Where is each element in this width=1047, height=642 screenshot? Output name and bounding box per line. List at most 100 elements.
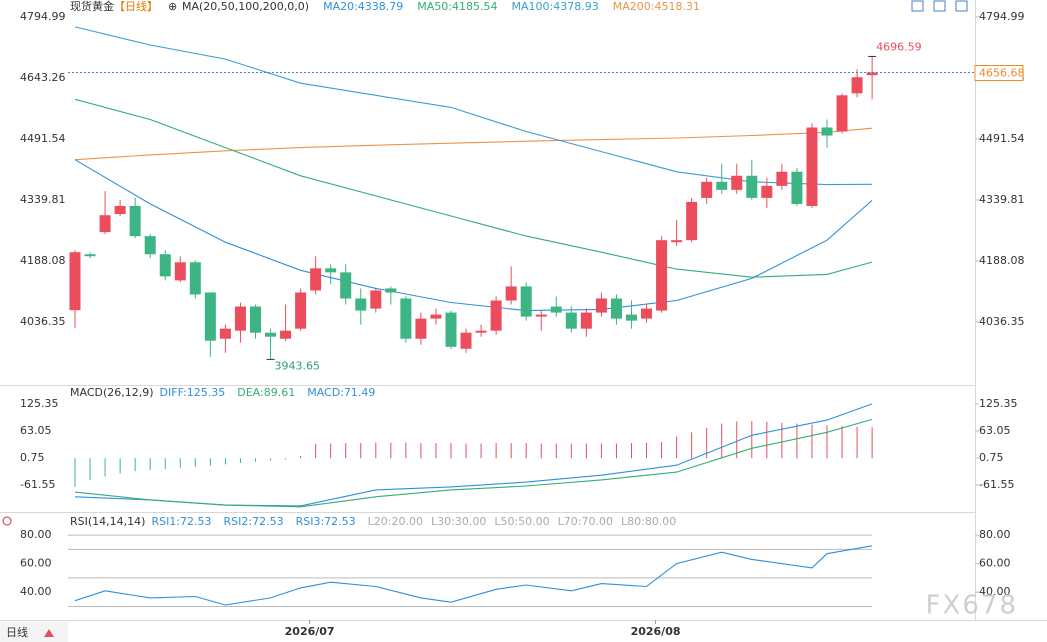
y-tick-label-left: 40.00 — [20, 585, 52, 598]
y-tick-label-right: 4491.54 — [979, 132, 1025, 145]
candle-body — [445, 312, 457, 347]
candle-body — [535, 314, 547, 317]
last-price-box — [974, 65, 1024, 82]
last-price-label: 4656.68 — [979, 67, 1025, 80]
header-label: DEA:89.61 — [237, 386, 295, 399]
candle-body — [99, 215, 111, 233]
header-label: RSI(14,14,14) — [70, 515, 145, 528]
y-tick-label-left: 4339.81 — [20, 193, 66, 206]
header-label: RSI2:72.53 — [224, 515, 284, 528]
header-label: MA100:4378.93 — [512, 0, 599, 13]
candle-body — [580, 312, 592, 329]
candle-body — [174, 262, 186, 281]
indicator-line — [74, 98, 873, 278]
candle-body — [671, 240, 683, 243]
settings-icon[interactable] — [2, 516, 12, 526]
y-tick-label-right: 0.75 — [979, 451, 1004, 464]
candle-body — [625, 314, 637, 321]
candle-body — [731, 175, 743, 190]
candle-body — [836, 95, 848, 132]
header-label: MA20:4338.79 — [323, 0, 403, 13]
icon-zoom-in[interactable] — [911, 0, 924, 12]
candle-body — [761, 185, 773, 198]
header-label: 【日线】 — [114, 0, 158, 13]
y-tick-label-left: 4491.54 — [20, 132, 66, 145]
y-tick-label-right: 60.00 — [979, 557, 1011, 570]
candle-body — [84, 254, 96, 257]
watermark: FX678 — [926, 591, 1018, 621]
candle-body — [370, 290, 382, 309]
header-label: MACD(26,12,9) — [70, 386, 154, 399]
candle-body — [219, 328, 231, 339]
icon-zoom-out[interactable] — [933, 0, 946, 12]
icon: ⊕ — [168, 0, 177, 13]
candle-body — [686, 201, 698, 241]
y-tick-label-left: 4036.35 — [20, 315, 66, 328]
y-tick-label-left: 60.00 — [20, 557, 52, 570]
candle-body — [295, 292, 307, 329]
y-tick-label-left: 125.35 — [20, 397, 59, 410]
low-label: 3943.65 — [275, 359, 321, 372]
candle-body — [249, 306, 261, 333]
x-tick-label: 2026/07 — [285, 625, 335, 638]
candle-body — [716, 181, 728, 190]
y-tick-label-left: 0.75 — [20, 451, 45, 464]
y-tick-label-right: 80.00 — [979, 528, 1011, 541]
period-button-label[interactable]: 日线 — [6, 625, 28, 639]
header-label: 现货黄金 — [70, 0, 114, 13]
candle-body — [460, 332, 472, 349]
x-tick-label: 2026/08 — [631, 625, 681, 638]
candle-body — [325, 268, 337, 273]
header-label: MA50:4185.54 — [417, 0, 497, 13]
y-tick-label-right: 4794.99 — [979, 10, 1025, 23]
candle-body — [129, 205, 141, 237]
header-label: L80:80.00 — [621, 515, 676, 528]
candle-body — [821, 127, 833, 136]
candle-body — [415, 318, 427, 339]
candle-body — [189, 262, 201, 295]
candle-body — [144, 236, 156, 255]
candle-body — [505, 286, 517, 301]
candle-body — [355, 298, 367, 311]
period-arrow[interactable] — [44, 629, 54, 637]
indicator-line — [74, 127, 873, 161]
candle-body — [746, 175, 758, 198]
y-tick-label-right: 63.05 — [979, 424, 1011, 437]
header-label: DIFF:125.35 — [160, 386, 226, 399]
indicator-line — [74, 418, 873, 508]
candle-body — [280, 330, 292, 339]
indicator-line — [74, 159, 873, 312]
candle-body — [520, 286, 532, 317]
y-tick-label-right: 4339.81 — [979, 193, 1025, 206]
y-tick-label-right: 125.35 — [979, 397, 1018, 410]
candle-body — [641, 308, 653, 319]
header-label: L50:50.00 — [494, 515, 549, 528]
candle-body — [701, 181, 713, 198]
toolbar-icons[interactable] — [911, 0, 968, 12]
candle-body — [656, 240, 668, 311]
header-label: L70:70.00 — [558, 515, 613, 528]
header-label: MA(20,50,100,200,0,0) — [182, 0, 309, 13]
icon-settings[interactable] — [955, 0, 968, 12]
candle-body — [490, 300, 502, 331]
y-tick-label-right: 40.00 — [979, 585, 1011, 598]
candle-body — [69, 252, 81, 311]
candle-body — [265, 332, 277, 337]
y-tick-label-right: 4188.08 — [979, 254, 1025, 267]
candle-body — [204, 292, 216, 341]
indicator-line — [74, 26, 873, 186]
candle-body — [114, 205, 126, 215]
y-tick-label-left: 4188.08 — [20, 254, 66, 267]
candle-body — [385, 288, 397, 293]
y-tick-label-right: 4036.35 — [979, 315, 1025, 328]
y-tick-label-left: 63.05 — [20, 424, 52, 437]
candle-body — [310, 268, 322, 291]
y-tick-label-right: -61.55 — [979, 478, 1014, 491]
y-tick-label-left: 4794.99 — [20, 10, 66, 23]
header-label: L20:20.00 — [368, 515, 423, 528]
header-label: RSI1:72.53 — [151, 515, 211, 528]
candle-body — [791, 171, 803, 204]
candle-body — [400, 298, 412, 339]
